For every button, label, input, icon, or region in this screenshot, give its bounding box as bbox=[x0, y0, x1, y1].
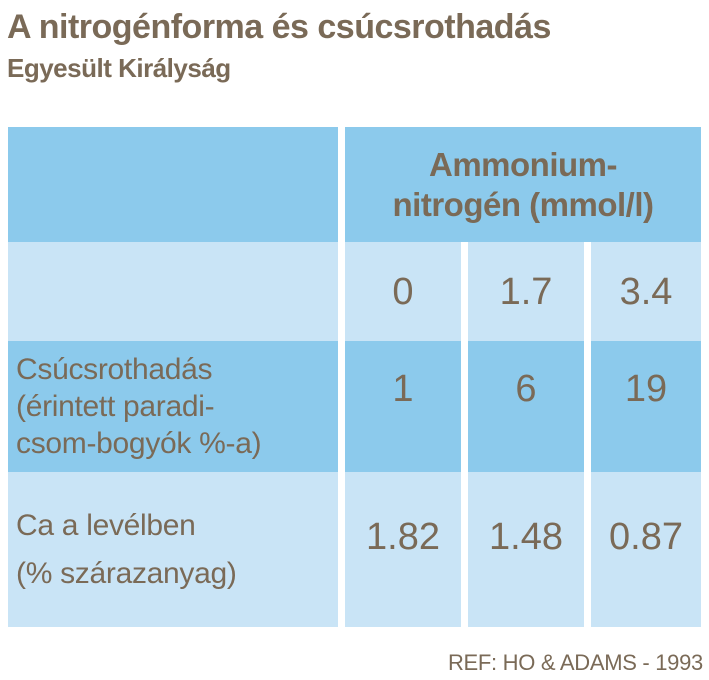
row-label-line: Ca a levélben bbox=[16, 508, 196, 542]
dose-value-3: 3.4 bbox=[591, 242, 701, 341]
row-label-line: csom-bogyók %-a) bbox=[16, 427, 262, 460]
header-empty-cell bbox=[8, 127, 338, 242]
csucsrothadas-value-3: 19 bbox=[591, 341, 701, 472]
dose-row-empty-cell bbox=[8, 242, 338, 341]
dose-value-2: 1.7 bbox=[468, 242, 584, 341]
ca-value-1: 1.82 bbox=[345, 472, 461, 627]
csucsrothadas-value-2: 6 bbox=[468, 341, 584, 472]
page-title: A nitrogénforma és csúcsrothadás bbox=[7, 8, 551, 46]
dose-value-1: 0 bbox=[345, 242, 461, 341]
ca-value-3: 0.87 bbox=[591, 472, 701, 627]
reference-citation: REF: HO & ADAMS - 1993 bbox=[447, 650, 703, 675]
page-subtitle: Egyesült Királyság bbox=[7, 53, 231, 83]
ca-value-2: 1.48 bbox=[468, 472, 584, 627]
group-header-line2: nitrogén (mmol/l) bbox=[392, 185, 654, 223]
row-label-line: (% szárazanyag) bbox=[16, 556, 237, 590]
row-label-line: Csúcsrothadás bbox=[16, 353, 213, 386]
row-label-line: (érintett paradi- bbox=[16, 390, 215, 423]
column-group-header: Ammonium- nitrogén (mmol/l) bbox=[345, 127, 701, 242]
group-header-line1: Ammonium- bbox=[429, 145, 618, 183]
csucsrothadas-value-1: 1 bbox=[345, 341, 461, 472]
nitrogen-data-table: Ammonium- nitrogén (mmol/l) 0 1.7 3.4 Cs… bbox=[8, 127, 701, 627]
row-label-ca-levelben: Ca a levélben (% szárazanyag) bbox=[8, 472, 338, 627]
row-label-csucsrothadas: Csúcsrothadás (érintett paradi- csom-bog… bbox=[8, 341, 338, 472]
